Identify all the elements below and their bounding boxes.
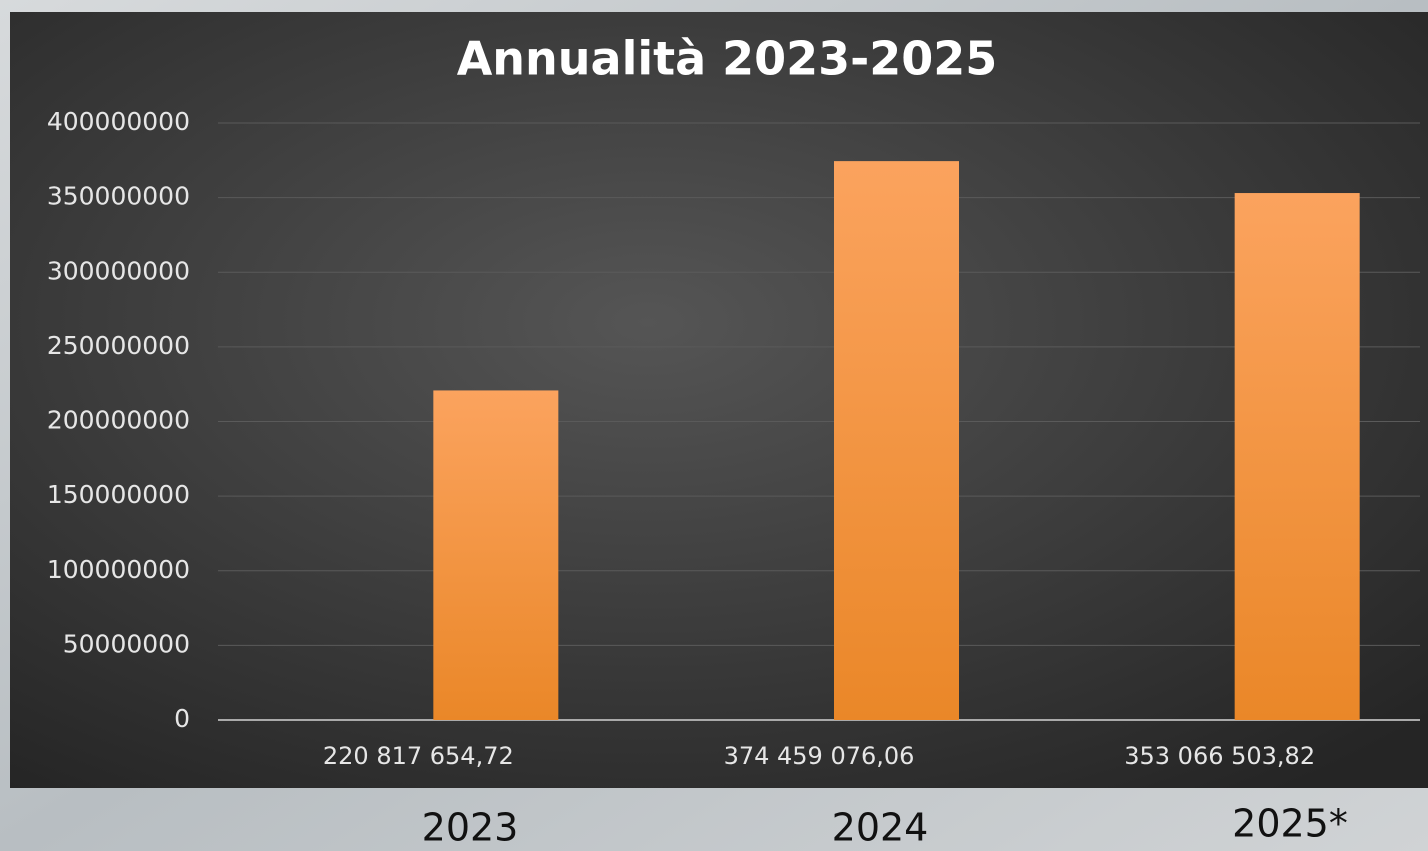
- value-label: 374 459 076,06: [724, 742, 915, 770]
- chart-title: Annualità 2023-2025: [457, 32, 998, 86]
- bar: [1234, 193, 1360, 721]
- y-tick-label: 100000000: [47, 555, 190, 584]
- bar: [834, 161, 959, 721]
- y-tick-label: 400000000: [47, 107, 190, 136]
- x-tick-label: 2025*: [1232, 802, 1348, 846]
- y-tick-label: 150000000: [47, 480, 190, 509]
- y-tick-label: 200000000: [47, 406, 190, 435]
- x-tick-label: 2024: [832, 806, 929, 850]
- value-label: 353 066 503,82: [1124, 742, 1315, 770]
- value-label: 220 817 654,72: [323, 742, 514, 770]
- y-tick-label: 250000000: [47, 331, 190, 360]
- y-tick-label: 300000000: [47, 256, 190, 285]
- y-tick-label: 50000000: [63, 629, 190, 658]
- bar: [433, 390, 559, 720]
- x-tick-label: 2023: [422, 806, 519, 850]
- y-tick-label: 350000000: [47, 182, 190, 211]
- chart-panel: [10, 12, 1428, 788]
- y-tick-label: 0: [174, 704, 190, 733]
